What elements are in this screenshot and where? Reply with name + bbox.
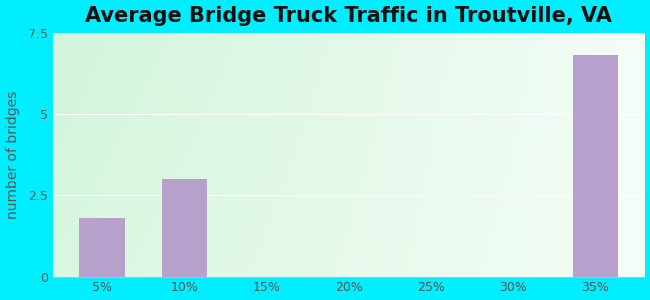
Bar <box>573 56 618 277</box>
Bar <box>162 179 207 277</box>
Y-axis label: number of bridges: number of bridges <box>6 91 20 219</box>
Title: Average Bridge Truck Traffic in Troutville, VA: Average Bridge Truck Traffic in Troutvil… <box>85 6 612 26</box>
Bar <box>79 218 125 277</box>
